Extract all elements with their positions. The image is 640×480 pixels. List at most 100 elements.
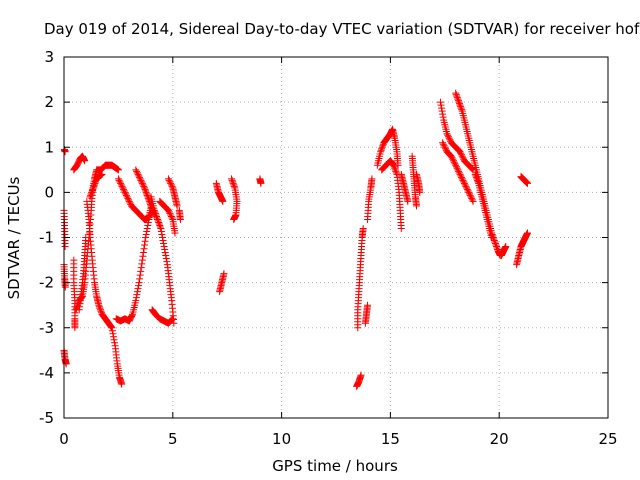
- data-point: [117, 181, 125, 189]
- data-track: [378, 157, 405, 232]
- data-point: [404, 197, 412, 205]
- data-point: [141, 237, 149, 245]
- data-point: [115, 176, 123, 184]
- data-point: [457, 149, 465, 157]
- x-tick-label: 20: [490, 430, 509, 448]
- data-point: [159, 237, 167, 245]
- data-track: [408, 152, 421, 210]
- data-track: [86, 170, 106, 201]
- data-point: [457, 151, 465, 159]
- data-point: [461, 181, 469, 189]
- x-tick-labels: 0 5 10 15 20 25: [59, 430, 617, 448]
- data-point: [437, 101, 445, 109]
- data-point: [444, 131, 452, 139]
- data-point: [140, 245, 148, 253]
- data-point: [228, 176, 236, 184]
- data-track: [373, 125, 402, 169]
- data-point: [453, 92, 461, 100]
- x-tick-label: 15: [381, 430, 400, 448]
- data-point: [71, 324, 79, 332]
- data-track: [60, 261, 69, 291]
- data-point: [359, 224, 367, 232]
- data-point: [135, 282, 143, 290]
- data-point: [171, 229, 179, 237]
- data-point: [96, 306, 104, 314]
- data-point: [143, 227, 151, 235]
- data-point: [488, 230, 496, 238]
- data-point: [165, 208, 173, 216]
- data-point: [439, 113, 447, 121]
- data-point: [98, 170, 106, 178]
- data-points: [60, 89, 531, 390]
- data-point: [141, 185, 149, 193]
- data-point: [450, 157, 458, 165]
- data-point: [135, 172, 143, 180]
- data-point: [61, 148, 69, 156]
- data-point: [168, 214, 176, 222]
- data-track: [517, 173, 531, 187]
- data-point: [523, 229, 531, 237]
- data-point: [110, 336, 118, 344]
- data-point: [443, 130, 451, 138]
- data-point: [452, 91, 460, 99]
- axis-ticks: [63, 56, 609, 419]
- data-point: [164, 175, 172, 183]
- data-point: [125, 197, 133, 205]
- data-track: [361, 301, 372, 327]
- data-point: [158, 230, 166, 238]
- y-tick-label: 2: [44, 93, 54, 111]
- data-point: [176, 215, 184, 223]
- data-point: [454, 95, 462, 103]
- data-point: [455, 100, 463, 108]
- data-point: [444, 133, 452, 141]
- data-point: [166, 178, 174, 186]
- y-tick-label: -4: [39, 364, 54, 382]
- data-point: [144, 221, 152, 229]
- data-point: [463, 184, 471, 192]
- data-track: [256, 175, 265, 187]
- data-point: [460, 178, 468, 186]
- data-point: [152, 211, 160, 219]
- data-point: [173, 202, 181, 210]
- x-tick-label: 10: [272, 430, 291, 448]
- data-point: [438, 107, 446, 115]
- data-point: [230, 181, 238, 189]
- data-point: [438, 104, 446, 112]
- data-point: [454, 166, 462, 174]
- data-point: [138, 260, 146, 268]
- data-track: [148, 306, 177, 327]
- data-point: [391, 166, 399, 174]
- data-point: [140, 182, 148, 190]
- data-track: [228, 175, 241, 223]
- data-point: [220, 270, 228, 278]
- data-point: [96, 304, 104, 312]
- data-point: [368, 175, 376, 183]
- data-point: [155, 220, 163, 228]
- data-point: [61, 243, 69, 251]
- data-point: [455, 169, 463, 177]
- data-track: [60, 206, 69, 251]
- data-point: [473, 176, 481, 184]
- data-point: [230, 182, 238, 190]
- data-point: [119, 184, 127, 192]
- data-point: [136, 175, 144, 183]
- data-point: [126, 199, 134, 207]
- data-point: [158, 234, 166, 241]
- data-point: [90, 182, 98, 190]
- data-point: [454, 97, 462, 105]
- data-point: [138, 256, 146, 264]
- data-point: [108, 324, 116, 332]
- y-tick-label: -5: [39, 409, 54, 427]
- data-point: [91, 179, 99, 187]
- data-point: [114, 175, 122, 183]
- data-point: [88, 187, 96, 195]
- data-point: [138, 179, 146, 187]
- data-point: [492, 241, 500, 249]
- data-point: [133, 288, 141, 296]
- data-point: [81, 157, 89, 165]
- data-point: [167, 179, 175, 187]
- data-point: [469, 197, 477, 205]
- data-point: [121, 188, 129, 196]
- data-point: [122, 190, 130, 198]
